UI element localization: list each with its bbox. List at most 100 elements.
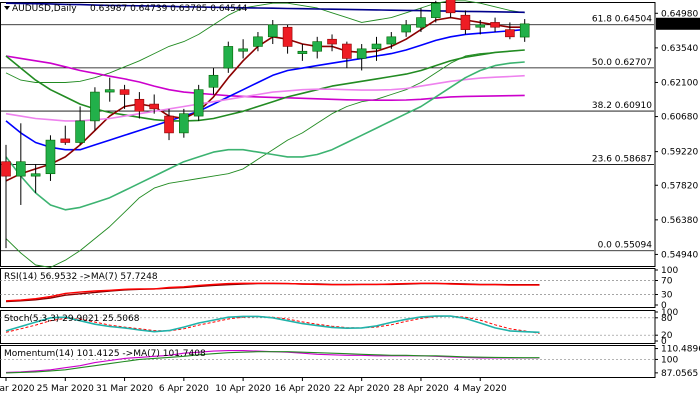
candle-body — [60, 138, 71, 143]
rsi-line — [5, 282, 540, 302]
price-tick-label: 0.59220 — [661, 148, 698, 158]
stoch-tick-label: 80 — [661, 314, 673, 324]
momentum-label: Momentum(14) 101.4125 ->MA(7) 101.7408 — [4, 349, 206, 359]
candle-body — [75, 120, 85, 143]
candle-body — [193, 89, 204, 117]
rsi-tick-label: 30 — [661, 291, 673, 301]
candle — [208, 68, 219, 95]
candlesticks — [1, 0, 530, 249]
candle-body — [430, 2, 441, 18]
price-tick-label: 0.54940 — [661, 250, 698, 260]
current-price-box — [656, 17, 700, 30]
candle — [179, 108, 189, 138]
candle-body — [119, 89, 130, 95]
overlay-line — [5, 16, 525, 182]
stoch-tick-label: 20 — [661, 331, 673, 341]
candle — [253, 32, 263, 52]
candle — [490, 17, 500, 33]
candle-body — [30, 173, 41, 177]
fibonacci-levels: 61.8 0.64504 50.0 0.62707 38.2 0.60910 23.6… — [0, 15, 654, 252]
header-triangle-icon — [4, 6, 10, 10]
time-tick-label: 28 Apr 2020 — [393, 384, 449, 394]
candle — [119, 84, 130, 109]
candle-body — [267, 24, 278, 38]
candle-body — [327, 38, 337, 45]
candle-body — [134, 98, 145, 112]
candle — [505, 22, 515, 40]
candle — [445, 0, 456, 18]
candle — [238, 39, 248, 59]
fib-label: 50.0 0.62707 — [592, 58, 652, 68]
candle-body — [90, 91, 100, 122]
bollinger-lower — [5, 49, 525, 268]
candle — [90, 87, 100, 131]
stoch-tick-label: 100 — [661, 308, 678, 318]
bollinger-upper — [5, 0, 525, 83]
bollinger-bands — [5, 0, 525, 268]
candle — [223, 41, 234, 73]
candle-body — [1, 161, 11, 177]
stoch-panel-frame — [0, 310, 656, 344]
candle-body — [490, 22, 500, 28]
momentum-tick-label: 100 — [661, 355, 678, 365]
candle — [386, 32, 397, 49]
stoch-line — [5, 315, 540, 334]
time-tick-label: 25 Mar 2020 — [37, 384, 94, 394]
candle-body — [282, 26, 293, 47]
current-price-label: 0.64544 — [659, 20, 696, 30]
candle — [297, 44, 308, 61]
time-tick-label: 19 Mar 2020 — [0, 384, 35, 394]
overlay-line — [5, 55, 525, 101]
candle — [193, 84, 204, 121]
candle — [267, 20, 278, 45]
price-tick-label: 0.63540 — [661, 44, 698, 54]
price-tick-label: 0.60680 — [661, 113, 698, 123]
momentum-line — [5, 351, 540, 374]
candle-body — [223, 46, 234, 69]
candle — [164, 108, 174, 141]
time-tick-label: 22 Apr 2020 — [334, 384, 390, 394]
price-tick-label: 0.57820 — [661, 181, 698, 191]
candle-body — [519, 23, 530, 38]
candle-body — [356, 48, 367, 59]
candle — [475, 20, 486, 35]
candle-body — [297, 50, 308, 54]
candle — [104, 77, 115, 102]
candle — [30, 164, 41, 193]
ohlc-readout: 0.63987 0.64739 0.63785 0.64544 — [90, 4, 248, 14]
rsi-tick-label: 0 — [661, 301, 667, 311]
candle — [356, 44, 367, 71]
overlay-line — [5, 61, 525, 211]
candle-body — [312, 41, 323, 52]
price-axis: 0.64980 0.63540 0.62100 0.60680 0.59220 0.578… — [655, 9, 700, 260]
rsi-tick-label: 100 — [661, 266, 678, 276]
candle-body — [164, 115, 174, 134]
rsi-label: RSI(14) 56.9532 ->MA(7) 57.7248 — [4, 272, 158, 282]
fib-label: 61.8 0.64504 — [592, 15, 652, 25]
price-tick-label: 0.56380 — [661, 216, 698, 226]
price-tick-label: 0.62100 — [661, 78, 698, 88]
panel-frames — [0, 2, 656, 378]
fib-label: 0.0 0.55094 — [598, 241, 653, 251]
candle — [134, 92, 145, 119]
candle-body — [401, 24, 411, 33]
time-tick-label: 6 Apr 2020 — [159, 384, 209, 394]
candle — [282, 24, 293, 54]
candle — [519, 19, 530, 42]
chart-title: AUDUSD,Daily — [12, 4, 77, 14]
candle — [45, 135, 56, 181]
candle-body — [371, 43, 382, 50]
candle — [149, 94, 159, 114]
candle-body — [445, 0, 456, 14]
candle — [312, 36, 323, 59]
candle-body — [386, 36, 397, 45]
candle-body — [238, 48, 248, 52]
fib-label: 23.6 0.58687 — [592, 154, 652, 164]
candle — [416, 8, 426, 33]
candle-body — [505, 29, 515, 38]
